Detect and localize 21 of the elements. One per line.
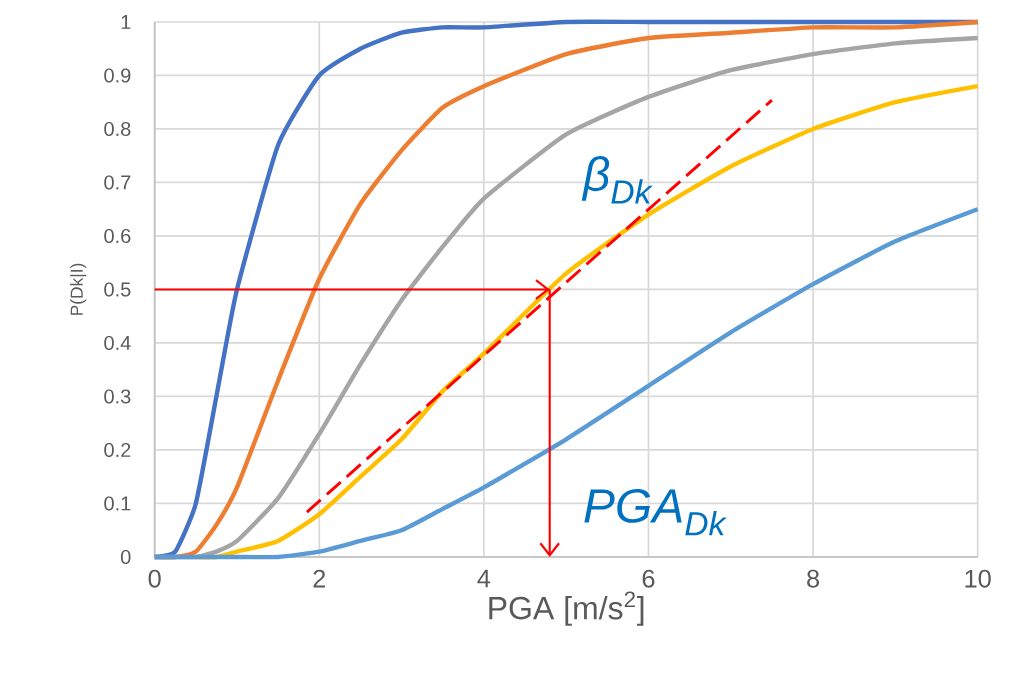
y-tick-label: 0.5 <box>104 282 131 297</box>
x-tick-label: 4 <box>477 569 491 588</box>
x-tick-label: 0 <box>148 569 161 588</box>
y-axis-title: P(Dk|I) <box>70 263 87 315</box>
x-tick-label: 6 <box>642 569 655 588</box>
x-axis-title: PGA [m/s$^{2}$] <box>489 591 644 626</box>
y-tick-label: 0.1 <box>104 496 131 511</box>
y-tick-label: 0.8 <box>104 121 131 137</box>
y-tick-label: 0.9 <box>104 68 131 83</box>
y-tick-label: 0.2 <box>104 442 131 458</box>
y-tick-label: 0.4 <box>104 335 131 351</box>
annotation: β$_{Dk}$ <box>581 155 653 204</box>
y-tick-label: 0 <box>120 549 131 565</box>
x-tick-label: 8 <box>807 569 820 588</box>
y-tick-label: 0.6 <box>104 228 131 244</box>
x-tick-label: 2 <box>313 569 326 588</box>
annotation: PGA$_{Dk}$ <box>584 488 727 536</box>
y-tick-label: 0.7 <box>104 175 131 190</box>
x-tick-label: 10 <box>965 569 991 588</box>
y-tick-label: 0.3 <box>104 389 131 404</box>
y-tick-label: 1 <box>121 15 131 29</box>
